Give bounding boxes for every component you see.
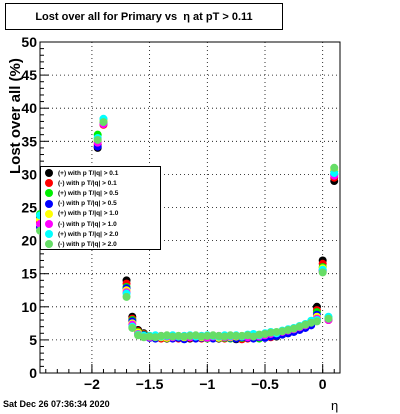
legend-marker: [45, 169, 53, 178]
data-point: [330, 163, 339, 172]
legend-marker: [45, 179, 53, 188]
legend-marker: [45, 209, 53, 218]
data-point: [128, 323, 137, 332]
y-tick-label: 15: [21, 266, 37, 282]
data-point: [122, 292, 131, 301]
legend-label: (+) with p T/|q| > 2.0: [58, 230, 119, 238]
chart-title: Lost over all for Primary vs η at pT > 0…: [5, 3, 283, 30]
x-tick-label: 0: [319, 376, 327, 392]
y-tick-label: 50: [21, 34, 37, 50]
y-tick-label: 10: [21, 299, 37, 315]
legend-entry: (+) with p T/|q| > 0.1: [45, 168, 160, 178]
legend-label: (-) with p T/|q| > 0.1: [58, 179, 117, 187]
legend-entry: (+) with p T/|q| > 2.0: [45, 229, 160, 239]
x-tick-label: −1.5: [136, 376, 164, 392]
legend-entry: (-) with p T/|q| > 1.0: [45, 219, 160, 229]
y-tick-label: 5: [29, 332, 37, 348]
y-tick-label: 25: [21, 200, 37, 216]
data-point: [318, 268, 327, 277]
y-axis-label: Lost over all (%): [7, 58, 24, 174]
y-tick-label: 35: [21, 133, 37, 149]
y-tick-label: 20: [21, 233, 37, 249]
x-tick-label: −1: [199, 376, 215, 392]
x-tick-label: −2: [84, 376, 100, 392]
axes: 0 5 10 15 20 25 30 35 40 45 50 −2 −1.5 −1 −0.5 0: [21, 34, 335, 392]
legend-entry: (+) with p T/|q| > 0.5: [45, 188, 160, 198]
timestamp-footer: Sat Dec 26 07:36:34 2020: [3, 399, 110, 409]
legend-label: (-) with p T/|q| > 0.5: [58, 200, 117, 208]
legend-marker: [45, 220, 53, 229]
legend: (+) with p T/|q| > 0.1 (-) with p T/|q| >…: [40, 166, 161, 250]
legend-entry: (+) with p T/|q| > 1.0: [45, 209, 160, 219]
data-point: [232, 331, 241, 340]
legend-entry: (-) with p T/|q| > 0.5: [45, 199, 160, 209]
legend-label: (+) with p T/|q| > 1.0: [58, 210, 119, 218]
y-tick-label: 0: [29, 365, 37, 381]
legend-label: (-) with p T/|q| > 1.0: [58, 220, 117, 228]
legend-label: (-) with p T/|q| > 2.0: [58, 240, 117, 248]
legend-marker: [45, 199, 53, 208]
y-tick-label: 40: [21, 100, 37, 116]
data-point: [312, 317, 321, 326]
y-tick-label: 45: [21, 67, 37, 83]
x-tick-label: −0.5: [251, 376, 279, 392]
legend-marker: [45, 230, 53, 239]
legend-entry: (-) with p T/|q| > 2.0: [45, 239, 160, 249]
y-tick-label: 30: [21, 166, 37, 182]
data-point: [93, 135, 102, 144]
data-point: [324, 314, 333, 323]
legend-label: (+) with p T/|q| > 0.1: [58, 169, 119, 177]
x-axis-label: η: [331, 398, 339, 413]
data-point: [99, 118, 108, 127]
legend-marker: [45, 189, 53, 198]
legend-marker: [45, 240, 53, 249]
legend-label: (+) with p T/|q| > 0.5: [58, 189, 119, 197]
data-points: [36, 114, 339, 344]
legend-entry: (-) with p T/|q| > 0.1: [45, 178, 160, 188]
